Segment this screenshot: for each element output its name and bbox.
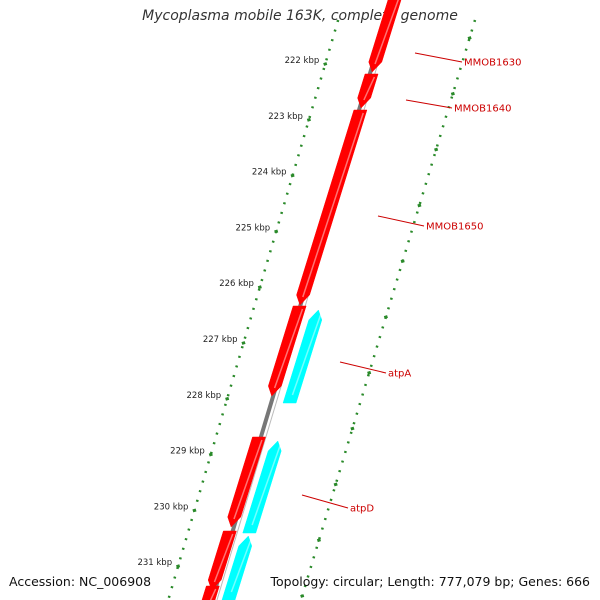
gene-arrow-atpA xyxy=(282,309,323,404)
outer-scale-tick xyxy=(316,538,321,543)
gene-arrow-atpA-highlight xyxy=(291,312,322,396)
gene-arrow-forward-3 xyxy=(207,530,237,591)
gene-arrow-atpA-fwd xyxy=(268,305,307,397)
gene-label-leader xyxy=(405,99,453,109)
scale-tick xyxy=(257,285,262,290)
topology-text: Topology: circular; Length: 777,079 bp; … xyxy=(270,574,591,589)
scale-tick-label: 223 kbp xyxy=(268,112,303,122)
gene-label-leader xyxy=(377,215,425,227)
scale-tick-label: 228 kbp xyxy=(187,391,222,401)
scale-tick-label: 222 kbp xyxy=(285,56,320,66)
gene-arrow-mmob1650-highlight xyxy=(302,112,364,298)
gene-label: atpA xyxy=(388,369,411,380)
outer-scale-tick xyxy=(367,370,372,375)
gene-label-leader xyxy=(339,361,387,374)
scale-tick-label: 231 kbp xyxy=(137,558,172,568)
gene-label-leader xyxy=(414,52,463,63)
gene-label-leader xyxy=(301,494,349,509)
gene-arrow-mmob1640 xyxy=(357,73,379,109)
scale-tick xyxy=(176,564,181,569)
outer-scale-tick xyxy=(383,315,388,319)
gene-arrow-mmob1630 xyxy=(368,0,402,73)
scale-tick xyxy=(225,396,230,401)
scale-tick-label: 224 kbp xyxy=(252,168,287,178)
scale-dotted-line xyxy=(167,19,340,600)
gene-arrow-reverse-3 xyxy=(221,535,253,600)
gene-arrow-forward-4-highlight xyxy=(209,588,217,600)
scale-tick-label: 230 kbp xyxy=(154,502,189,512)
scale-tick xyxy=(323,62,328,66)
gene-arrow-forward-4 xyxy=(201,585,220,600)
gene-label: MMOB1640 xyxy=(454,104,511,115)
gene-arrow-forward-3-highlight xyxy=(213,533,234,583)
gene-label: atpD xyxy=(350,504,374,515)
map-title: Mycoplasma mobile 163K, complete genome xyxy=(142,8,458,24)
gene-label: MMOB1650 xyxy=(426,222,483,233)
scale-tick xyxy=(241,341,246,345)
scale-tick xyxy=(208,452,213,457)
gene-arrow-reverse-3-highlight xyxy=(230,538,252,593)
gene-arrow-atpA-fwd-highlight xyxy=(273,308,304,389)
scale-tick xyxy=(306,117,311,122)
outer-scale-tick xyxy=(333,482,338,487)
gene-arrow-mmob1650 xyxy=(296,109,368,306)
gene-arrow-atpD-highlight xyxy=(251,443,282,526)
gene-label: MMOB1630 xyxy=(464,58,521,69)
outer-scale-tick xyxy=(467,36,472,40)
scale-tick-label: 229 kbp xyxy=(170,447,205,457)
outer-scale-dotted-line xyxy=(299,19,477,600)
gene-arrow-forward-2 xyxy=(227,436,266,528)
gene-arrow-atpD xyxy=(242,440,282,534)
scale-tick xyxy=(192,508,197,513)
gene-arrow-forward-2-highlight xyxy=(233,439,263,520)
scale-tick xyxy=(274,229,279,234)
outer-scale-tick xyxy=(300,594,305,598)
outer-scale-tick xyxy=(400,259,405,264)
gene-arrow-mmob1640-highlight xyxy=(363,76,376,101)
scale-tick-label: 226 kbp xyxy=(219,279,254,289)
gene-arrow-mmob1630-highlight xyxy=(374,0,399,65)
scale-tick-label: 225 kbp xyxy=(236,223,271,233)
outer-scale-tick xyxy=(450,91,455,96)
outer-scale-tick xyxy=(417,203,422,208)
outer-scale-tick xyxy=(350,426,355,431)
accession-text: Accession: NC_006908 xyxy=(9,574,152,589)
outer-scale-tick xyxy=(434,147,439,152)
scale-tick xyxy=(290,173,295,178)
scale-tick-label: 227 kbp xyxy=(203,335,238,345)
